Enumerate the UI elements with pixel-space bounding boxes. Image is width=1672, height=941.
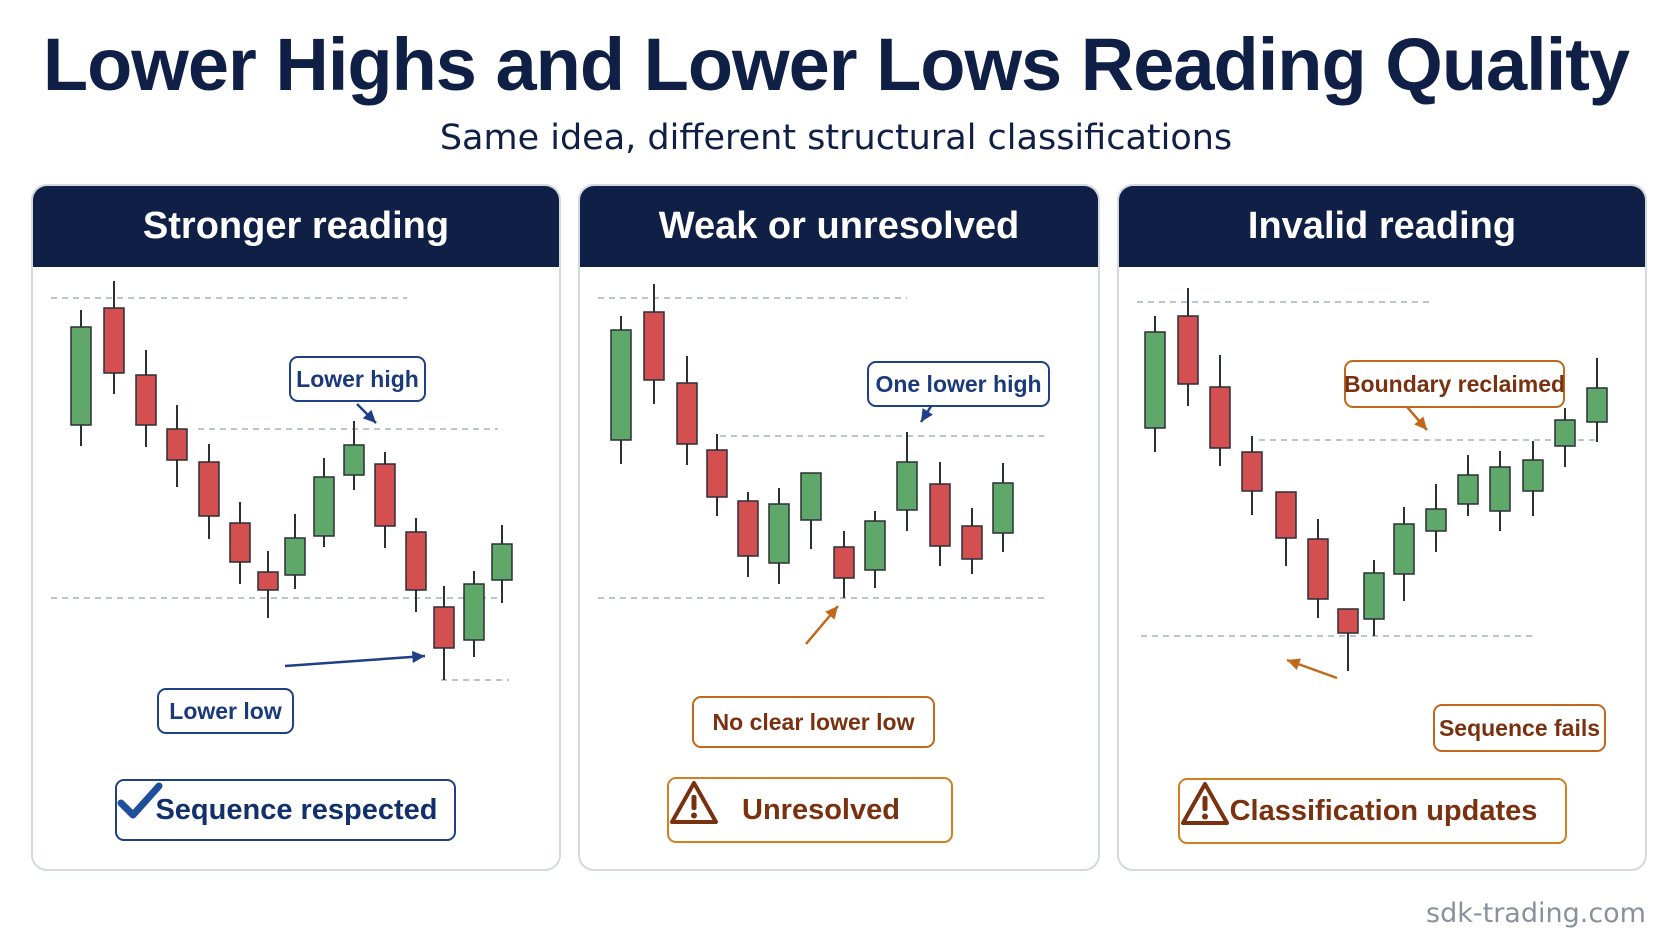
bearish-candle xyxy=(676,382,698,445)
bearish-candle xyxy=(737,500,759,557)
bearish-candle xyxy=(135,374,157,426)
status-label: Sequence respected xyxy=(155,793,438,826)
bullish-candle xyxy=(992,482,1014,534)
bullish-candle xyxy=(463,583,485,641)
bearish-candle xyxy=(1241,451,1263,492)
bullish-candle xyxy=(768,503,790,564)
panel-invalid-reading: Invalid reading Boundary reclaimed Seque… xyxy=(1117,184,1647,871)
page-subtitle: Same idea, different structural classifi… xyxy=(439,118,1233,158)
bearish-candle xyxy=(1209,386,1231,449)
bullish-candle xyxy=(284,537,306,576)
bearish-candle xyxy=(433,606,455,649)
callout-lower-high: Lower high xyxy=(289,356,426,402)
bearish-candle xyxy=(1307,538,1329,600)
bearish-candle xyxy=(706,449,728,498)
bullish-candle xyxy=(70,326,92,426)
bearish-candle xyxy=(103,307,125,374)
bullish-candle xyxy=(800,472,822,521)
bullish-candle xyxy=(1144,331,1166,429)
callout-sequence-fails: Sequence fails xyxy=(1433,704,1606,752)
bullish-candle xyxy=(1489,466,1511,512)
bearish-candle xyxy=(643,311,665,381)
bullish-candle xyxy=(1363,572,1385,620)
panel-weak-or-unresolved: Weak or unresolved One lower high No cle… xyxy=(578,184,1100,871)
panel-header: Stronger reading xyxy=(33,186,559,267)
callout-no-clear-lower-low: No clear lower low xyxy=(692,696,935,748)
bullish-candle xyxy=(864,520,886,571)
candlestick-chart xyxy=(51,281,513,681)
bearish-candle xyxy=(929,483,951,547)
status-badge: Unresolved xyxy=(667,777,953,843)
page-title: Lower Highs and Lower Lows Reading Quali… xyxy=(42,23,1630,106)
bearish-candle xyxy=(374,463,396,527)
footer-website: sdk-trading.com xyxy=(1426,898,1646,929)
arrow-to-lower-low xyxy=(284,654,426,668)
bullish-candle xyxy=(896,461,918,511)
callout-boundary-reclaimed: Boundary reclaimed xyxy=(1344,360,1565,408)
callout-label: Lower low xyxy=(169,697,282,724)
bearish-candle xyxy=(1177,315,1199,385)
bearish-candle xyxy=(405,531,427,591)
callout-label: One lower high xyxy=(875,370,1042,397)
bullish-candle xyxy=(1457,474,1479,505)
callout-one-lower-high: One lower high xyxy=(867,361,1050,407)
bearish-candle xyxy=(166,428,188,461)
bearish-candle xyxy=(229,522,251,563)
bullish-candle xyxy=(1522,459,1544,492)
status-label: Classification updates xyxy=(1229,794,1538,827)
candlestick-chart xyxy=(598,284,1044,645)
bearish-candle xyxy=(961,525,983,560)
bullish-candle xyxy=(1554,419,1576,447)
bullish-candle xyxy=(610,329,632,441)
arrow-to-one-lower-high-head xyxy=(921,408,933,422)
bullish-candle xyxy=(1425,508,1447,532)
bearish-candle xyxy=(1275,491,1297,539)
bullish-candle xyxy=(1586,387,1608,423)
callout-label: No clear lower low xyxy=(712,708,915,735)
status-label: Unresolved xyxy=(742,793,900,826)
arrow-to-sequence-fails-head xyxy=(1287,658,1301,670)
panel-header-label: Stronger reading xyxy=(142,205,450,247)
status-badge: Classification updates xyxy=(1178,778,1567,844)
callout-label: Sequence fails xyxy=(1438,714,1601,741)
callout-lower-low: Lower low xyxy=(157,688,294,734)
status-badge: Sequence respected xyxy=(115,779,456,841)
bearish-candle xyxy=(833,546,855,579)
bullish-candle xyxy=(343,444,365,476)
callout-label: Boundary reclaimed xyxy=(1343,370,1566,397)
callout-label: Lower high xyxy=(296,365,419,392)
bullish-candle xyxy=(1393,523,1415,575)
arrow-to-lower-high-head xyxy=(362,409,376,423)
candlestick-chart xyxy=(1137,288,1608,680)
panel-header-label: Invalid reading xyxy=(1247,205,1517,247)
panel-header: Weak or unresolved xyxy=(580,186,1098,267)
panel-stronger-reading: Stronger reading Lower high Lower low Se… xyxy=(31,184,561,871)
arrow-to-lower-low-head xyxy=(411,650,425,663)
bearish-candle xyxy=(257,571,279,591)
arrow-to-boundary-reclaimed-head xyxy=(1414,416,1427,430)
panel-header-label: Weak or unresolved xyxy=(658,205,1020,247)
panel-header: Invalid reading xyxy=(1119,186,1645,267)
arrow-to-no-clear-lower-low-head xyxy=(825,606,838,620)
bullish-candle xyxy=(313,476,335,537)
bearish-candle xyxy=(198,461,220,517)
bullish-candle xyxy=(491,543,513,581)
bearish-candle xyxy=(1337,608,1359,634)
